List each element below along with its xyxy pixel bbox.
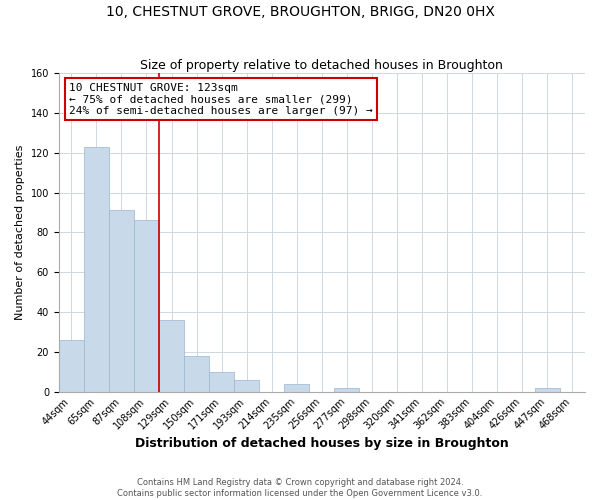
Bar [284,384,310,392]
Text: 10, CHESTNUT GROVE, BROUGHTON, BRIGG, DN20 0HX: 10, CHESTNUT GROVE, BROUGHTON, BRIGG, DN… [106,5,494,19]
Bar [184,356,209,392]
Text: Contains HM Land Registry data © Crown copyright and database right 2024.
Contai: Contains HM Land Registry data © Crown c… [118,478,482,498]
Bar [84,147,109,392]
Bar [134,220,159,392]
Bar [535,388,560,392]
Bar [109,210,134,392]
Bar [59,340,84,392]
Title: Size of property relative to detached houses in Broughton: Size of property relative to detached ho… [140,59,503,72]
Bar [159,320,184,392]
Text: 10 CHESTNUT GROVE: 123sqm
← 75% of detached houses are smaller (299)
24% of semi: 10 CHESTNUT GROVE: 123sqm ← 75% of detac… [70,82,373,116]
Bar [209,372,234,392]
X-axis label: Distribution of detached houses by size in Broughton: Distribution of detached houses by size … [135,437,509,450]
Bar [334,388,359,392]
Bar [234,380,259,392]
Y-axis label: Number of detached properties: Number of detached properties [15,144,25,320]
